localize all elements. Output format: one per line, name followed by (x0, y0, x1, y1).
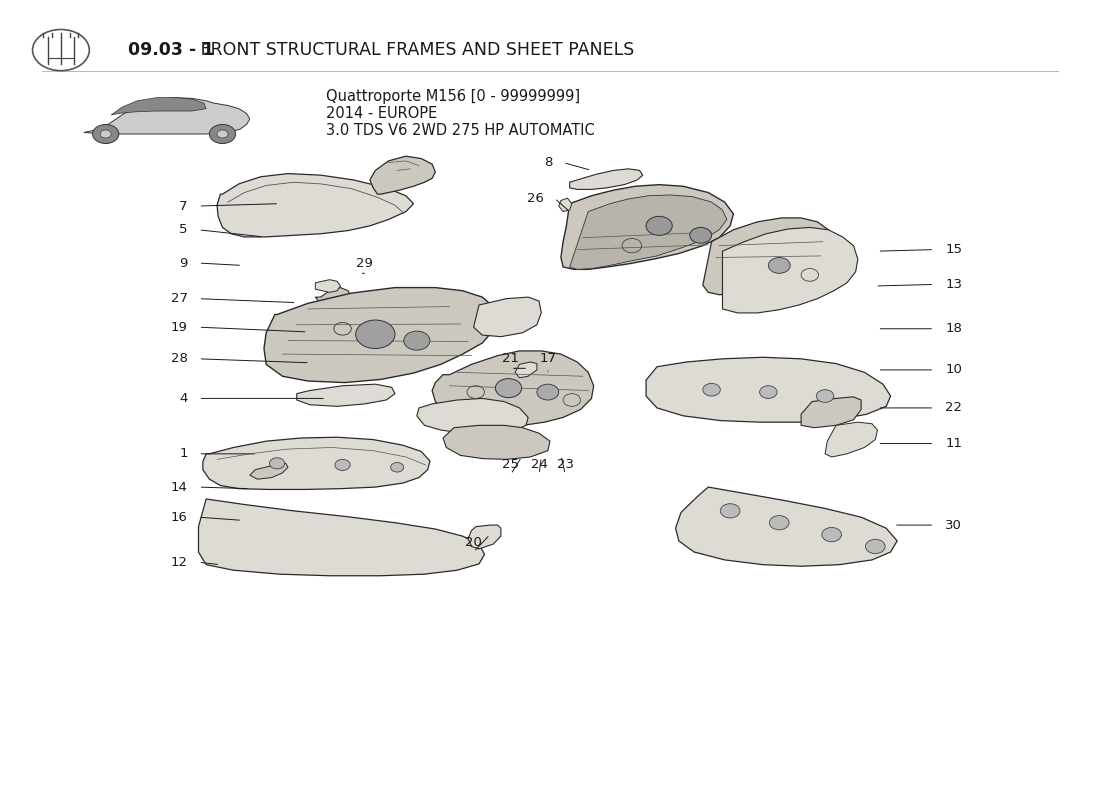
Polygon shape (432, 351, 594, 426)
Text: 20: 20 (465, 536, 482, 549)
Polygon shape (217, 174, 414, 237)
Circle shape (690, 227, 712, 243)
Polygon shape (703, 218, 834, 294)
Text: 21: 21 (503, 352, 519, 366)
Polygon shape (316, 280, 340, 292)
Text: 25: 25 (503, 458, 519, 471)
Polygon shape (316, 287, 351, 306)
Polygon shape (825, 422, 878, 457)
Circle shape (646, 216, 672, 235)
Text: 30: 30 (945, 518, 962, 531)
Circle shape (768, 258, 790, 274)
Circle shape (822, 527, 842, 542)
Polygon shape (646, 358, 891, 422)
Polygon shape (417, 398, 528, 434)
Polygon shape (675, 487, 898, 566)
Polygon shape (443, 426, 550, 459)
Circle shape (703, 383, 720, 396)
Text: 9: 9 (179, 257, 188, 270)
Text: 13: 13 (945, 278, 962, 291)
Text: 22: 22 (945, 402, 962, 414)
Polygon shape (723, 227, 858, 313)
Circle shape (100, 130, 111, 138)
Text: 29: 29 (356, 258, 373, 270)
Polygon shape (264, 287, 497, 382)
Text: 18: 18 (945, 322, 962, 335)
Circle shape (816, 390, 834, 402)
Circle shape (537, 384, 559, 400)
Text: 8: 8 (543, 156, 552, 169)
Polygon shape (570, 169, 642, 190)
Polygon shape (561, 185, 734, 270)
Polygon shape (202, 438, 430, 490)
Circle shape (495, 378, 521, 398)
Text: 5: 5 (179, 223, 188, 236)
Text: 28: 28 (170, 352, 188, 366)
Circle shape (355, 320, 395, 349)
Text: 14: 14 (170, 481, 188, 494)
Polygon shape (570, 195, 727, 270)
Text: 2014 - EUROPE: 2014 - EUROPE (327, 106, 438, 121)
Polygon shape (469, 525, 500, 549)
Circle shape (720, 504, 740, 518)
Text: 09.03 - 1: 09.03 - 1 (128, 41, 213, 59)
Text: 10: 10 (945, 363, 962, 377)
Text: 3.0 TDS V6 2WD 275 HP AUTOMATIC: 3.0 TDS V6 2WD 275 HP AUTOMATIC (327, 122, 595, 138)
Text: 24: 24 (530, 458, 548, 471)
Text: 1: 1 (179, 447, 188, 460)
Polygon shape (111, 98, 206, 115)
Polygon shape (559, 198, 572, 211)
Text: 19: 19 (170, 321, 188, 334)
Text: 23: 23 (557, 458, 574, 471)
Polygon shape (515, 362, 537, 378)
Text: 17: 17 (539, 352, 557, 366)
Text: 4: 4 (179, 392, 188, 405)
Circle shape (270, 458, 285, 469)
Circle shape (769, 515, 789, 530)
Polygon shape (250, 463, 288, 479)
Circle shape (92, 125, 119, 143)
Text: 11: 11 (945, 437, 962, 450)
Text: 12: 12 (170, 556, 188, 569)
Text: 7: 7 (179, 199, 188, 213)
Circle shape (866, 539, 886, 554)
Polygon shape (198, 499, 484, 576)
Polygon shape (801, 397, 861, 428)
Polygon shape (370, 156, 436, 194)
Polygon shape (474, 297, 541, 337)
Circle shape (760, 386, 777, 398)
Circle shape (217, 130, 228, 138)
Circle shape (390, 462, 404, 472)
Circle shape (209, 125, 235, 143)
Text: 15: 15 (945, 243, 962, 256)
Text: 27: 27 (170, 292, 188, 305)
Polygon shape (297, 384, 395, 406)
Text: 16: 16 (170, 510, 188, 524)
Circle shape (334, 459, 350, 470)
Text: 26: 26 (527, 192, 543, 205)
Text: FRONT STRUCTURAL FRAMES AND SHEET PANELS: FRONT STRUCTURAL FRAMES AND SHEET PANELS (195, 41, 635, 59)
Text: Quattroporte M156 [0 - 99999999]: Quattroporte M156 [0 - 99999999] (327, 90, 581, 104)
Polygon shape (84, 98, 250, 134)
Circle shape (404, 331, 430, 350)
